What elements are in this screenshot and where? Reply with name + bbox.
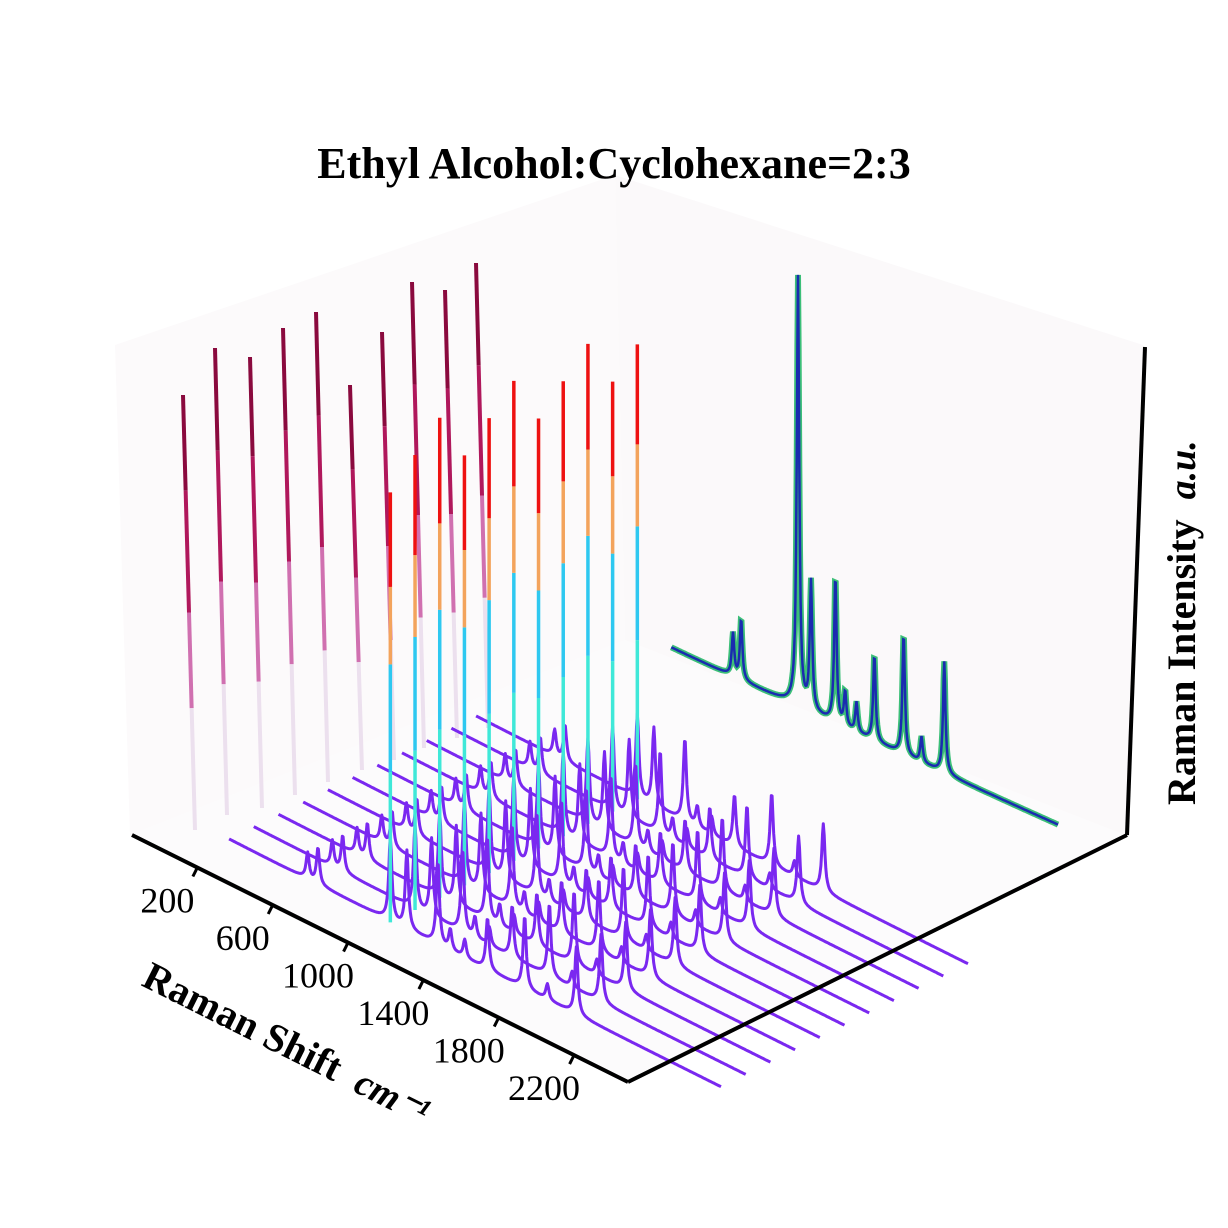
shadow-segment xyxy=(183,490,191,613)
shadow-segment xyxy=(476,365,484,496)
shadow-peak xyxy=(443,289,459,739)
shadow-peak xyxy=(181,394,197,831)
x-axis-label-unit: cm⁻¹ xyxy=(348,1061,436,1133)
shadow-segment xyxy=(215,450,223,582)
axes xyxy=(131,346,1147,1084)
shadow-segment xyxy=(350,469,358,578)
shadow-segment xyxy=(221,684,229,816)
shadow-segment xyxy=(348,384,355,470)
shadow-segment xyxy=(189,708,197,831)
svg-text:Raman Intensity a.u.: Raman Intensity a.u. xyxy=(1159,440,1204,805)
intensity-projection xyxy=(669,274,1060,828)
shadow-peak xyxy=(281,327,297,796)
spectrum-line xyxy=(228,835,722,1089)
shadow-peak xyxy=(248,356,264,809)
shadow-segment xyxy=(449,513,456,613)
shadow-segment xyxy=(250,456,258,583)
shadow-peak xyxy=(213,347,229,816)
shadow-peaks xyxy=(181,262,490,831)
pane-backgrounds xyxy=(115,175,1143,1082)
x-tick-mark xyxy=(417,979,425,990)
chart-title: Ethyl Alcohol:Cyclohexane=2:3 xyxy=(317,139,910,188)
shadow-peak xyxy=(474,262,490,729)
shadow-segment xyxy=(287,561,294,665)
z-axis-label-text: Raman Intensity xyxy=(1159,519,1204,805)
z-axis-label-unit: a.u. xyxy=(1162,440,1204,499)
shadow-segment xyxy=(480,495,487,598)
x-tick-label: 1000 xyxy=(282,956,354,996)
x-tick-label: 1800 xyxy=(433,1031,505,1071)
shadow-segment xyxy=(248,356,255,457)
left-pane xyxy=(115,175,625,835)
shadow-segment xyxy=(410,281,417,385)
x-tick-mark xyxy=(492,1016,501,1028)
shadow-peak xyxy=(348,384,364,771)
y-axis-line xyxy=(627,833,1128,1084)
shadow-segment xyxy=(283,430,291,562)
z-axis-line xyxy=(1125,346,1147,836)
x-tick-label: 1400 xyxy=(357,993,429,1033)
shadow-segment xyxy=(382,426,390,547)
shadow-segment xyxy=(219,581,226,685)
spectrum-line xyxy=(253,822,747,1076)
shadow-segment xyxy=(314,311,321,416)
shadow-segment xyxy=(412,384,420,516)
shadow-segment xyxy=(320,546,327,651)
x-tick-label: 600 xyxy=(216,918,270,958)
shadow-segment xyxy=(354,577,361,663)
shadow-segment xyxy=(281,327,288,431)
z-axis-label: Raman Intensity a.u. xyxy=(1159,440,1204,805)
shadow-segment xyxy=(213,347,220,451)
shadow-segment xyxy=(181,394,188,491)
shadow-segment xyxy=(416,514,423,618)
shadow-segment xyxy=(474,262,481,366)
spectrum-series xyxy=(253,455,747,1076)
shadow-segment xyxy=(445,388,453,515)
x-tick-mark xyxy=(342,941,350,953)
x-tick-label: 2200 xyxy=(508,1068,580,1108)
shadow-segment xyxy=(322,650,330,783)
shadow-segment xyxy=(443,289,450,389)
shadow-peak xyxy=(410,281,426,749)
shadow-segment xyxy=(254,582,261,682)
x-tick-label: 200 xyxy=(140,881,194,921)
x-tick-mark xyxy=(568,1054,576,1065)
shadow-segment xyxy=(418,617,426,749)
x-axis-line xyxy=(131,833,629,1084)
shadow-segment xyxy=(187,612,194,709)
shadow-segment xyxy=(356,662,364,771)
shadow-segment xyxy=(451,612,459,739)
x-tick-mark xyxy=(266,904,275,915)
shadow-segment xyxy=(316,415,324,548)
projection-line xyxy=(670,274,1059,826)
shadow-segment xyxy=(289,664,297,796)
x-tick-mark xyxy=(191,866,199,878)
shadow-segment xyxy=(380,331,387,427)
shadow-segment xyxy=(256,681,264,809)
shadow-peak xyxy=(314,311,330,783)
spectra-series xyxy=(228,343,969,1089)
spectrum-series xyxy=(228,492,722,1089)
